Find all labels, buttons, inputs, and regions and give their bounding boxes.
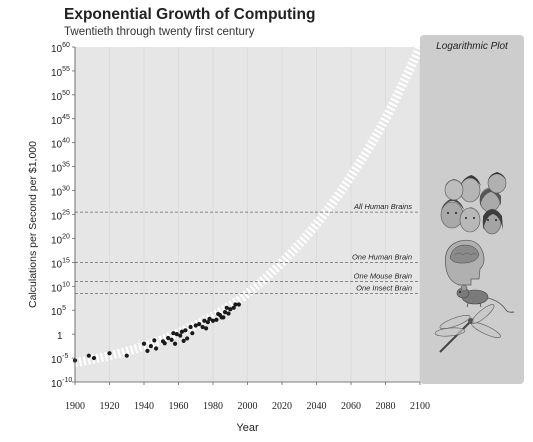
data-point xyxy=(174,332,179,337)
data-point xyxy=(148,344,153,349)
data-point xyxy=(152,338,157,343)
reference-label: One Human Brain xyxy=(352,252,412,261)
x-tick-label: 1920 xyxy=(100,401,120,412)
x-tick-label: 1940 xyxy=(134,401,154,412)
data-point xyxy=(221,315,226,320)
y-tick-label: 105 xyxy=(51,305,66,318)
data-point xyxy=(185,336,190,341)
human-faces-icon xyxy=(440,172,507,235)
data-point xyxy=(181,338,186,343)
x-tick-label: 2080 xyxy=(376,401,396,412)
data-point xyxy=(205,320,210,325)
y-tick-label: 1015 xyxy=(51,257,70,270)
y-tick-label: 1010 xyxy=(51,281,70,294)
data-point xyxy=(224,305,229,310)
reference-label: One Mouse Brain xyxy=(354,272,412,281)
x-axis-title: Year xyxy=(236,422,259,434)
data-point xyxy=(141,341,147,346)
data-point xyxy=(86,353,91,358)
y-tick-label: 1030 xyxy=(51,186,70,199)
data-point xyxy=(91,355,97,361)
y-tick-label: 1060 xyxy=(51,42,70,55)
y-tick-label: 10-10 xyxy=(51,377,72,390)
data-point xyxy=(202,318,207,323)
y-axis-title: Calculations per Second per $1,000 xyxy=(27,141,39,308)
x-tick-label: 2000 xyxy=(238,401,258,412)
data-point xyxy=(200,324,205,330)
data-point xyxy=(210,318,216,323)
y-tick-label: 1020 xyxy=(51,233,70,246)
data-point xyxy=(183,328,188,333)
y-tick-label: 1035 xyxy=(51,162,70,175)
x-tick-label: 1900 xyxy=(65,401,85,412)
data-point xyxy=(166,335,171,341)
y-tick-label: 1 xyxy=(57,331,63,342)
chart-subtitle: Twentieth through twenty first century xyxy=(64,26,255,38)
data-point xyxy=(172,341,178,346)
data-point xyxy=(178,333,183,338)
dragonfly-icon xyxy=(434,304,501,353)
y-tick-label: 10-5 xyxy=(51,353,68,366)
y-tick-label: 1025 xyxy=(51,210,70,223)
data-point xyxy=(236,302,241,307)
data-point xyxy=(188,324,193,330)
trend-band xyxy=(74,45,425,368)
data-point xyxy=(153,346,159,351)
x-tick-label: 1960 xyxy=(169,401,189,412)
data-point xyxy=(214,317,219,322)
x-tick-label: 2060 xyxy=(341,401,361,412)
mouse-icon xyxy=(456,284,515,313)
data-point xyxy=(222,310,228,315)
y-tick-label: 1045 xyxy=(51,114,70,127)
data-point xyxy=(197,321,202,327)
reference-label: One Insect Brain xyxy=(356,283,412,292)
data-point xyxy=(233,302,238,307)
chart-title: Exponential Growth of Computing xyxy=(64,6,316,23)
data-point xyxy=(171,331,176,336)
brain-icon xyxy=(444,239,485,286)
data-point xyxy=(124,353,129,358)
x-tick-label: 2020 xyxy=(272,401,292,412)
x-tick-label: 2040 xyxy=(307,401,327,412)
y-tick-label: 1040 xyxy=(51,138,70,151)
data-point xyxy=(169,337,174,342)
x-tick-label: 2100 xyxy=(410,401,430,412)
reference-label: All Human Brains xyxy=(353,202,412,211)
y-tick-label: 1055 xyxy=(51,66,70,79)
data-point xyxy=(207,316,212,321)
panel-label: Logarithmic Plot xyxy=(436,41,509,52)
data-point xyxy=(228,307,233,312)
data-point xyxy=(231,305,236,310)
data-point xyxy=(204,326,209,331)
y-tick-label: 1050 xyxy=(51,90,70,103)
data-point xyxy=(226,311,231,316)
data-point xyxy=(190,331,195,336)
data-point xyxy=(193,323,198,328)
data-point xyxy=(162,341,167,346)
data-point xyxy=(179,329,185,334)
data-point xyxy=(145,348,150,353)
data-point xyxy=(107,351,112,356)
x-tick-label: 1980 xyxy=(203,401,223,412)
